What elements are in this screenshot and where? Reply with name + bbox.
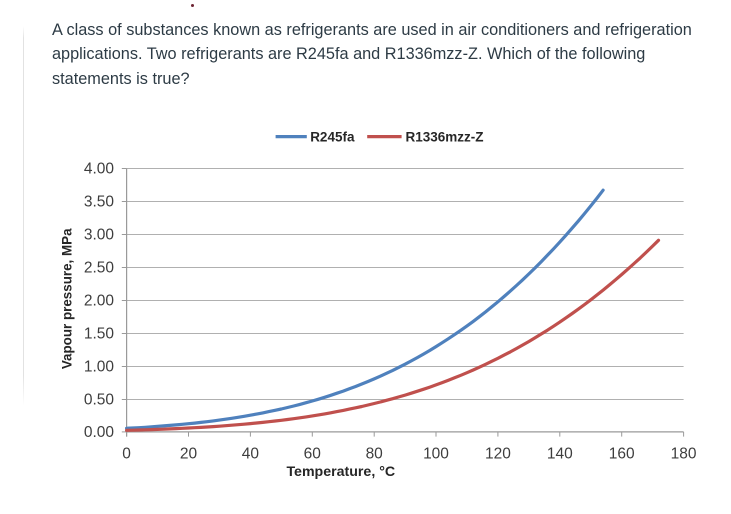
svg-text:160: 160	[609, 445, 635, 462]
svg-text:R1336mzz-Z: R1336mzz-Z	[406, 129, 484, 144]
svg-text:Temperature, °C: Temperature, °C	[286, 464, 395, 480]
svg-text:0.50: 0.50	[84, 392, 115, 409]
svg-text:Vapour pressure, MPa: Vapour pressure, MPa	[59, 228, 74, 369]
svg-text:4.00: 4.00	[84, 161, 115, 178]
svg-text:2.00: 2.00	[84, 293, 115, 310]
svg-text:140: 140	[547, 445, 573, 462]
svg-text:0: 0	[122, 445, 131, 462]
svg-text:100: 100	[423, 445, 449, 462]
svg-text:2.50: 2.50	[84, 260, 115, 277]
svg-text:3.50: 3.50	[84, 194, 115, 211]
svg-text:1.50: 1.50	[84, 326, 115, 343]
svg-text:80: 80	[366, 445, 384, 462]
svg-text:R245fa: R245fa	[310, 129, 355, 144]
svg-text:120: 120	[485, 445, 511, 462]
svg-text:20: 20	[180, 445, 198, 462]
svg-text:180: 180	[671, 445, 697, 462]
svg-text:3.00: 3.00	[84, 227, 115, 244]
svg-text:60: 60	[304, 445, 322, 462]
svg-text:0.00: 0.00	[84, 424, 115, 441]
svg-text:1.00: 1.00	[84, 359, 115, 376]
svg-text:40: 40	[242, 445, 260, 462]
